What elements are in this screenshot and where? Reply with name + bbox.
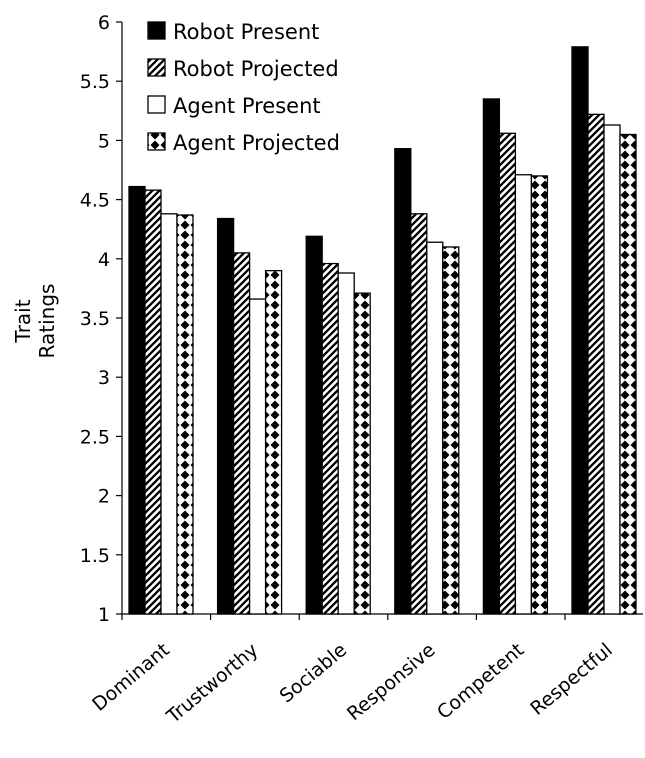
bar-dots-trustworthy [264,269,283,615]
y-axis-label-line: Ratings [35,284,59,359]
bar-solid-dominant [128,185,146,615]
bar-white-responsive [426,241,444,615]
bar-dots-sociable [353,292,371,615]
y-axis-label-line: Trait [11,299,35,343]
bar-white-sociable [337,272,355,615]
bar-solid-competent [482,98,501,615]
bar-hatch-dominant [144,189,162,615]
bar-hatch-competent [498,132,517,615]
y-axis-label: Trait Ratings [11,284,59,359]
legend-label: Robot Present [173,20,319,44]
legend-swatch [147,58,166,77]
bar-dots-responsive [442,246,460,615]
x-tick-label: Dominant [88,639,174,716]
x-tick-label: Competent [433,639,528,724]
x-tick-label: Trustworthy [162,639,263,728]
y-tick-label: 5 [98,130,110,152]
bar-white-trustworthy [248,298,267,615]
y-tick-label: 6 [98,12,110,34]
bar-dots-competent [530,175,549,615]
bar-solid-responsive [394,148,412,615]
bar-hatch-sociable [321,262,339,615]
legend-label: Agent Present [173,94,321,118]
legend-swatch [147,95,166,114]
bar-dots-respectful [619,133,637,615]
bar-solid-respectful [571,46,589,615]
bar-hatch-responsive [410,213,428,615]
y-tick-label: 2 [98,486,110,508]
y-tick-label: 1.5 [80,545,110,567]
legend-label: Robot Projected [173,57,339,81]
legend-swatch [147,21,166,40]
x-tick-label: Responsive [343,639,440,725]
bar-dots-dominant [176,214,194,615]
legend: Robot Present Robot Projected Agent Presen… [147,20,340,155]
bar-solid-trustworthy [216,217,235,615]
bar-hatch-trustworthy [232,252,251,615]
y-tick-label: 4.5 [80,190,110,212]
bar-white-dominant [160,213,178,615]
bar-hatch-respectful [587,113,605,615]
y-tick-label: 3.5 [80,308,110,330]
legend-label: Agent Projected [173,131,340,155]
y-tick-label: 4 [98,249,110,271]
y-tick-label: 1 [98,604,110,626]
bar-white-competent [514,174,533,615]
x-tick-label: Respectful [526,639,616,720]
legend-swatch [147,132,166,151]
y-tick-label: 3 [98,367,110,389]
bar-solid-sociable [305,235,323,615]
y-tick-label: 2.5 [80,426,110,448]
y-tick-label: 5.5 [80,71,110,93]
x-tick-label: Sociable [276,639,351,707]
y-axis: 1 1.5 2 2.5 3 3.5 4 4.5 5 5.5 6 [80,12,123,626]
bars-group [128,46,637,615]
bar-white-respectful [603,124,621,615]
